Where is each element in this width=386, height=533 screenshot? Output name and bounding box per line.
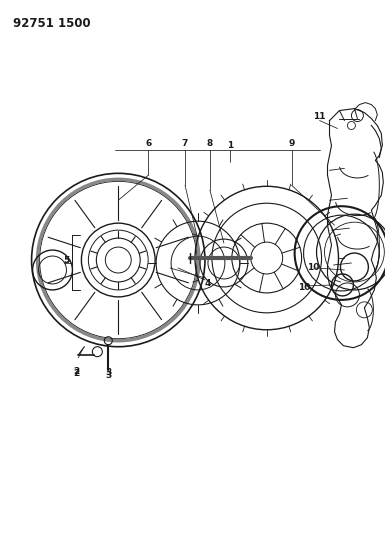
Text: 6: 6 xyxy=(145,139,151,148)
Text: 8: 8 xyxy=(207,139,213,148)
Text: 10: 10 xyxy=(307,263,320,272)
Text: 10: 10 xyxy=(298,284,311,293)
Text: 2: 2 xyxy=(73,369,80,378)
Text: 92751 1500: 92751 1500 xyxy=(13,17,90,30)
Text: 3: 3 xyxy=(105,371,112,380)
Text: 11: 11 xyxy=(313,112,326,121)
Text: 4: 4 xyxy=(205,279,211,288)
Text: 5: 5 xyxy=(63,255,69,264)
Text: 9: 9 xyxy=(288,139,295,148)
Text: 1: 1 xyxy=(227,141,233,150)
Text: 5: 5 xyxy=(63,255,69,264)
Text: 3: 3 xyxy=(105,368,112,377)
Text: 7: 7 xyxy=(182,139,188,148)
Text: 2: 2 xyxy=(73,367,80,376)
